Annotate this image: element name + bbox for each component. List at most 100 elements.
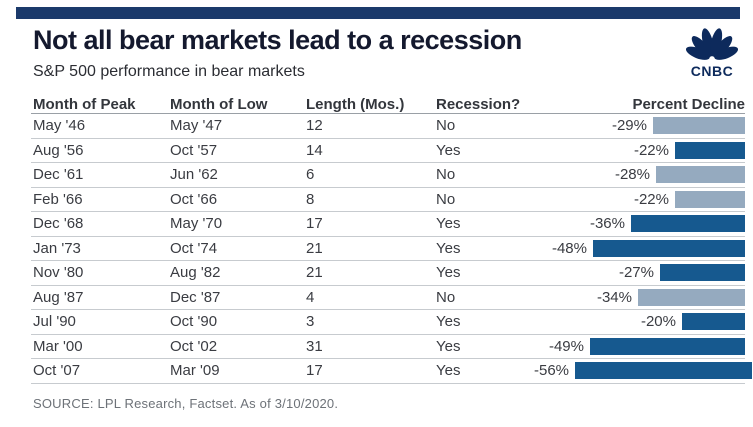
- cell-month-of-low: Oct '74: [170, 239, 218, 257]
- page-title: Not all bear markets lead to a recession: [33, 25, 522, 55]
- cell-percent-decline: -27%: [534, 261, 745, 285]
- decline-value-label: -27%: [618, 264, 654, 282]
- decline-value-label: -28%: [614, 166, 650, 184]
- cell-month-of-low: May '70: [170, 215, 223, 233]
- decline-value-label: -48%: [551, 239, 587, 257]
- cell-recession: Yes: [436, 362, 461, 380]
- cell-length-months: 21: [306, 239, 323, 257]
- cell-length-months: 3: [306, 313, 315, 331]
- cell-month-of-peak: Jul '90: [33, 313, 76, 331]
- cell-month-of-peak: Feb '66: [33, 190, 83, 208]
- cell-length-months: 14: [306, 141, 323, 159]
- cell-percent-decline: -34%: [534, 286, 745, 310]
- decline-bar: [675, 190, 745, 208]
- cell-month-of-peak: Dec '68: [33, 215, 84, 233]
- cell-percent-decline: -56%: [534, 359, 753, 383]
- cell-length-months: 8: [306, 190, 315, 208]
- column-header-month-of-peak: Month of Peak: [33, 96, 136, 113]
- table-row: Aug '56 Oct '57 14 Yes -22%: [31, 139, 745, 163]
- cell-length-months: 31: [306, 337, 323, 355]
- table-row: Jul '90 Oct '90 3 Yes -20%: [31, 310, 745, 335]
- cnbc-logo: CNBC: [683, 22, 741, 79]
- table-header-row: Month of Peak Month of Low Length (Mos.)…: [31, 96, 745, 114]
- cell-percent-decline: -36%: [534, 212, 745, 236]
- cell-recession: Yes: [436, 141, 461, 159]
- cell-month-of-low: Jun '62: [170, 166, 218, 184]
- decline-bar: [653, 117, 745, 135]
- decline-bar: [638, 288, 745, 306]
- cell-month-of-peak: Jan '73: [33, 239, 81, 257]
- cell-recession: Yes: [436, 215, 461, 233]
- column-header-month-of-low: Month of Low: [170, 96, 268, 113]
- cell-percent-decline: -48%: [534, 237, 745, 261]
- decline-value-label: -22%: [633, 141, 669, 159]
- decline-bar: [593, 239, 745, 257]
- cell-month-of-low: Oct '57: [170, 141, 218, 159]
- table-row: Mar '00 Oct '02 31 Yes -49%: [31, 335, 745, 359]
- cnbc-logo-text: CNBC: [690, 63, 734, 79]
- decline-value-label: -22%: [633, 190, 669, 208]
- chart-header: Not all bear markets lead to a recession…: [33, 25, 673, 81]
- brand-accent-bar: [16, 7, 740, 19]
- cell-length-months: 21: [306, 264, 323, 282]
- cell-month-of-peak: Dec '61: [33, 166, 84, 184]
- cell-month-of-low: Oct '90: [170, 313, 218, 331]
- decline-bar: [656, 166, 745, 184]
- bear-markets-table: Month of Peak Month of Low Length (Mos.)…: [31, 96, 753, 384]
- decline-bar: [675, 141, 745, 159]
- cell-percent-decline: -20%: [534, 310, 745, 334]
- decline-value-label: -20%: [640, 313, 676, 331]
- cell-recession: Yes: [436, 313, 461, 331]
- decline-bar: [590, 337, 745, 355]
- table-row: Oct '07 Mar '09 17 Yes -56%: [31, 359, 753, 384]
- cell-recession: Yes: [436, 264, 461, 282]
- cell-recession: No: [436, 117, 456, 135]
- cell-month-of-peak: Aug '56: [33, 141, 84, 159]
- table-row: May '46 May '47 12 No -29%: [31, 114, 745, 139]
- source-note: SOURCE: LPL Research, Factset. As of 3/1…: [33, 396, 339, 411]
- cell-length-months: 17: [306, 362, 323, 380]
- decline-bar: [631, 215, 745, 233]
- cell-month-of-low: Aug '82: [170, 264, 221, 282]
- cell-length-months: 4: [306, 288, 315, 306]
- cell-month-of-low: Dec '87: [170, 288, 221, 306]
- peacock-icon: [685, 28, 739, 64]
- page-subtitle: S&P 500 performance in bear markets: [33, 62, 305, 80]
- cell-month-of-peak: Oct '07: [33, 362, 81, 380]
- table-row: Jan '73 Oct '74 21 Yes -48%: [31, 237, 745, 261]
- decline-value-label: -29%: [611, 117, 647, 135]
- cell-length-months: 17: [306, 215, 323, 233]
- table-row: Dec '61 Jun '62 6 No -28%: [31, 163, 745, 188]
- cell-percent-decline: -22%: [534, 188, 745, 212]
- cell-length-months: 12: [306, 117, 323, 135]
- cell-month-of-low: Oct '02: [170, 337, 218, 355]
- cell-recession: Yes: [436, 337, 461, 355]
- cell-month-of-low: Oct '66: [170, 190, 218, 208]
- cell-month-of-peak: Mar '00: [33, 337, 83, 355]
- cell-percent-decline: -49%: [534, 335, 745, 359]
- decline-bar: [682, 313, 745, 331]
- table-row: Feb '66 Oct '66 8 No -22%: [31, 188, 745, 212]
- column-header-recession: Recession?: [436, 96, 521, 113]
- cell-month-of-low: Mar '09: [170, 362, 220, 380]
- column-header-percent-decline: Percent Decline: [632, 96, 745, 113]
- decline-bar: [660, 264, 745, 282]
- decline-value-label: -36%: [589, 215, 625, 233]
- decline-value-label: -56%: [534, 362, 570, 380]
- cell-recession: Yes: [436, 239, 461, 257]
- table-row: Nov '80 Aug '82 21 Yes -27%: [31, 261, 745, 286]
- cell-length-months: 6: [306, 166, 315, 184]
- decline-value-label: -49%: [548, 337, 584, 355]
- cell-month-of-low: May '47: [170, 117, 223, 135]
- table-row: Dec '68 May '70 17 Yes -36%: [31, 212, 745, 237]
- table-row: Aug '87 Dec '87 4 No -34%: [31, 286, 745, 310]
- column-header-length: Length (Mos.): [306, 96, 405, 113]
- cell-month-of-peak: May '46: [33, 117, 86, 135]
- cell-recession: No: [436, 166, 456, 184]
- cell-month-of-peak: Aug '87: [33, 288, 84, 306]
- decline-value-label: -34%: [596, 288, 632, 306]
- cell-recession: No: [436, 288, 456, 306]
- cell-percent-decline: -29%: [534, 114, 745, 138]
- cell-percent-decline: -22%: [534, 139, 745, 163]
